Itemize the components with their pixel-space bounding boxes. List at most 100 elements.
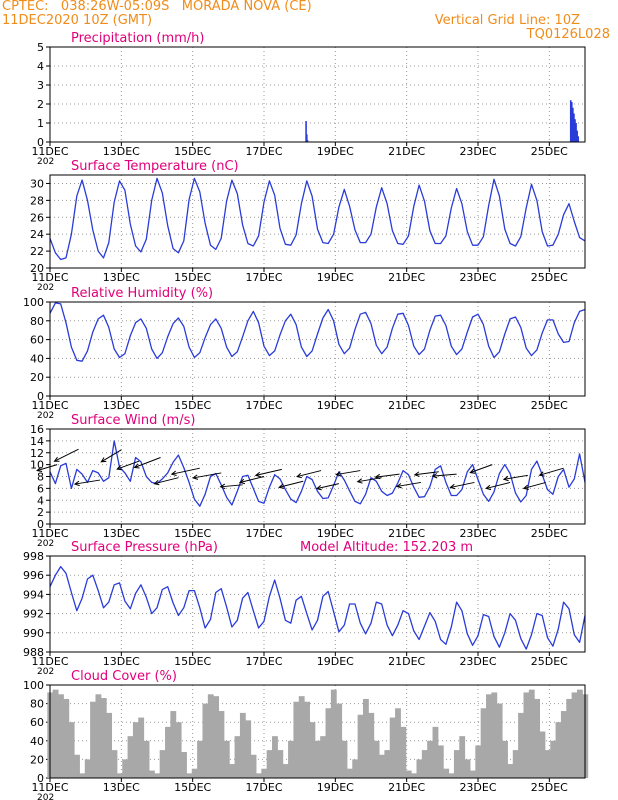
precip-bar [576,130,578,142]
wind-vector [432,473,457,477]
precip-bar [575,123,577,142]
x-tick-label: 17DEC [245,655,282,668]
cloud-cover-bar [100,698,107,778]
panel-title: Surface Temperature (nC) [71,159,239,174]
precip-bar [306,140,309,142]
wind-vector-head [356,478,363,484]
y-tick-label: 0 [37,136,44,149]
wind-vector [134,457,161,468]
y-tick-label: 998 [23,550,44,563]
cloud-cover-bar [432,726,439,778]
cloud-cover-bar [68,722,75,778]
x-tick-label: 21DEC [388,399,425,412]
precip-bar [306,134,308,142]
cloud-cover-bar [170,711,177,778]
x-tick-label: 21DEC [388,781,425,794]
wind-vector [116,460,140,470]
precip-bar [577,136,580,142]
x-tick-label: 19DEC [317,145,354,158]
wind-vector [539,467,564,476]
cloud-cover-bar [427,740,434,778]
cloud-cover-bar [159,750,166,778]
x-tick-label: 17DEC [245,527,282,540]
wind-vector-head [538,471,545,477]
cloud-cover-bar [368,712,375,778]
precip-bar [572,107,574,142]
panel-title: Precipitation (mm/h) [71,31,204,46]
precip-bar [574,119,576,142]
x-year-label: 202 [37,667,54,677]
y-tick-label: 2 [37,98,44,111]
panel-frame [49,46,586,143]
wind-vector-head [153,480,160,486]
x-tick-label: 13DEC [103,655,140,668]
wind-vector [336,470,361,476]
wind-vector [220,484,243,488]
x-tick-label: 15DEC [174,145,211,158]
wind-vector-head [413,471,420,477]
x-tick-label: 21DEC [388,271,425,284]
x-tick-label: 21DEC [388,655,425,668]
x-tick-label: 17DEC [245,271,282,284]
panel-frame [49,301,586,397]
cloud-cover-bar [293,701,300,778]
wind-vector [503,474,529,480]
cloud-cover-bar [576,689,583,778]
y-tick-label: 14 [30,435,44,448]
cloud-cover-bar [116,773,123,778]
cloud-cover-bar [395,708,401,778]
cloud-cover-bar [122,759,129,778]
cloud-cover-bar [341,740,348,778]
x-year-label: 202 [37,539,54,549]
wind-vector [450,481,475,488]
wind-vector-head [315,485,322,491]
wind-vector-head [219,483,226,490]
cloud-cover-bar [74,754,80,778]
y-tick-label: 100 [23,679,44,692]
x-tick-label: 25DEC [531,145,568,158]
x-tick-label: 21DEC [388,527,425,540]
y-tick-label: 5 [37,41,44,54]
y-tick-label: 0 [37,772,44,785]
wind-vector-head [116,465,123,471]
x-tick-label: 23DEC [459,527,496,540]
cloud-cover-bar [154,773,161,778]
cloud-cover-bar [111,750,118,778]
cloud-cover-bar [502,740,508,778]
y-tick-label: 4 [37,494,44,507]
wind-vector-head [170,470,177,476]
cloud-cover-bar [566,698,573,778]
x-tick-label: 11DEC [31,145,68,158]
x-tick-label: 25DEC [531,655,568,668]
cloud-cover-bar [512,750,519,778]
cloud-cover-bar [491,692,498,778]
wind-vector [101,449,122,463]
chart-header: CPTEC: 038:26W-05:09S MORADA NOVA (CE) 1… [0,0,618,46]
x-tick-label: 13DEC [103,271,140,284]
cloud-cover-bar [138,717,145,778]
cloud-cover-bar [555,722,562,778]
cloud-cover-bar [95,694,102,778]
x-year-label: 202 [37,157,54,167]
y-tick-label: 80 [30,315,44,328]
cloud-cover-bar [480,708,487,778]
cloud-cover-bar [320,736,327,778]
cloud-cover-bar [486,694,492,778]
y-tick-label: 40 [30,352,44,365]
cloud-cover-bar [250,754,257,778]
cloud-cover-bar [437,745,444,778]
vertical-grid-note: Vertical Grid Line: 10Z [434,13,580,28]
forecast-date: 11DEC2020 10Z (GMT) [2,13,153,28]
x-tick-label: 19DEC [317,781,354,794]
cloud-cover-bar [379,754,385,778]
x-tick-label: 15DEC [174,655,211,668]
wind-vector-head [374,473,381,480]
y-tick-label: 2 [37,506,44,519]
cloud-cover-bar [346,768,353,778]
y-tick-label: 20 [30,371,44,384]
cloud-cover-bar [191,768,198,778]
series-line [49,177,586,261]
cloud-cover-bar [357,714,364,778]
cloud-cover-bar [223,740,230,778]
cloud-cover-bar [507,764,514,778]
